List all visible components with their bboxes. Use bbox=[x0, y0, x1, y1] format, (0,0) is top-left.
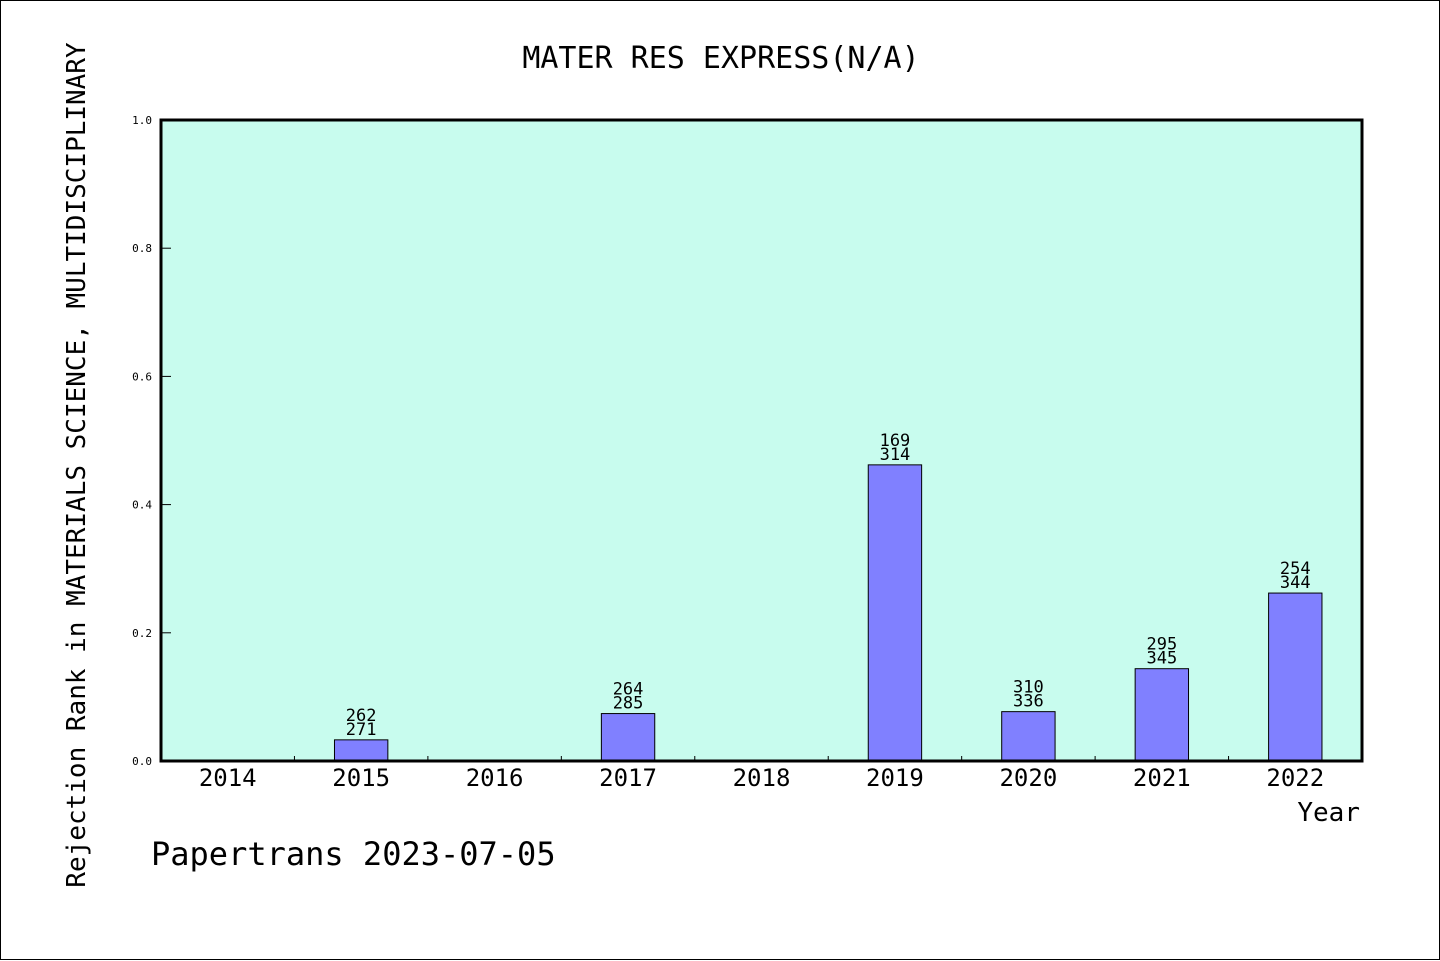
bar-2017 bbox=[600, 713, 656, 762]
bar-2022 bbox=[1268, 592, 1323, 762]
y-axis-ticks: 0.0 0.2 0.4 0.6 0.8 1.0 bbox=[132, 114, 171, 768]
x-tick-label-2015: 2015 bbox=[332, 764, 390, 792]
y-tick-label-0.0: 0.0 bbox=[132, 755, 152, 768]
y-tick-label-0.2: 0.2 bbox=[132, 627, 152, 640]
x-tick-label-2018: 2018 bbox=[733, 764, 791, 792]
x-tick-label-2016: 2016 bbox=[466, 764, 524, 792]
bar-label-bottom-2019: 314 bbox=[880, 445, 911, 465]
bar-label-top-2020: 310 bbox=[1013, 678, 1044, 698]
bar-label-bottom-2020: 336 bbox=[1013, 692, 1044, 712]
x-tick-label-2019: 2019 bbox=[866, 764, 924, 792]
chart-title: MATER RES EXPRESS(N/A) bbox=[522, 41, 919, 76]
bar-label-top-2015: 262 bbox=[346, 706, 377, 726]
x-tick-label-2014: 2014 bbox=[199, 764, 257, 792]
y-axis-label: Rejection Rank in MATERIALS SCIENCE, MUL… bbox=[62, 42, 92, 888]
bar-label-bottom-2015: 271 bbox=[346, 720, 377, 740]
x-tick-label-2017: 2017 bbox=[599, 764, 657, 792]
y-tick-label-0.6: 0.6 bbox=[132, 370, 152, 383]
bar-2015 bbox=[333, 739, 389, 762]
bar-label-bottom-2022: 344 bbox=[1280, 573, 1311, 593]
bars-group bbox=[333, 464, 1323, 762]
footer-credit: Papertrans 2023-07-05 bbox=[151, 835, 556, 873]
bar-label-top-2022: 254 bbox=[1280, 559, 1311, 579]
bar-label-bottom-2021: 345 bbox=[1146, 649, 1177, 669]
y-tick-label-0.8: 0.8 bbox=[132, 242, 152, 255]
x-axis-label: Year bbox=[1297, 798, 1360, 828]
bar-label-top-2019: 169 bbox=[880, 431, 911, 451]
x-tick-label-2021: 2021 bbox=[1133, 764, 1191, 792]
x-tick-label-2022: 2022 bbox=[1266, 764, 1324, 792]
bar-label-top-2021: 295 bbox=[1146, 635, 1177, 655]
bar-2020 bbox=[1001, 711, 1056, 762]
plot-frame bbox=[159, 118, 1364, 763]
bar-2021 bbox=[1134, 668, 1190, 762]
plot-area bbox=[161, 120, 1362, 761]
y-tick-label-0.4: 0.4 bbox=[132, 499, 152, 512]
y-tick-label-1.0: 1.0 bbox=[132, 114, 152, 127]
bar-2019 bbox=[867, 464, 923, 762]
x-tick-label-2020: 2020 bbox=[999, 764, 1057, 792]
bar-label-top-2017: 264 bbox=[613, 680, 644, 700]
x-axis-ticks: 2014 2015 2016 2017 2018 2019 2020 2021 2022 bbox=[199, 756, 1324, 792]
bar-label-bottom-2017: 285 bbox=[613, 694, 644, 714]
